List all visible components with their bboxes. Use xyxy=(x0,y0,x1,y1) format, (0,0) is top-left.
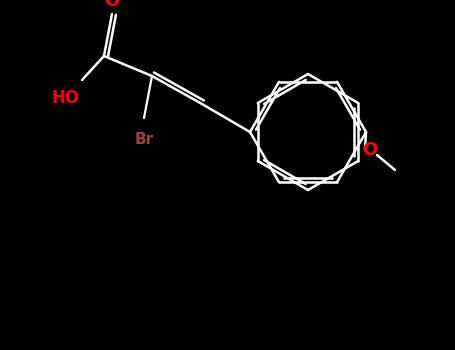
Text: HO: HO xyxy=(52,89,80,107)
Text: O: O xyxy=(104,0,120,10)
Text: Br: Br xyxy=(134,132,154,147)
Text: O: O xyxy=(362,141,378,159)
